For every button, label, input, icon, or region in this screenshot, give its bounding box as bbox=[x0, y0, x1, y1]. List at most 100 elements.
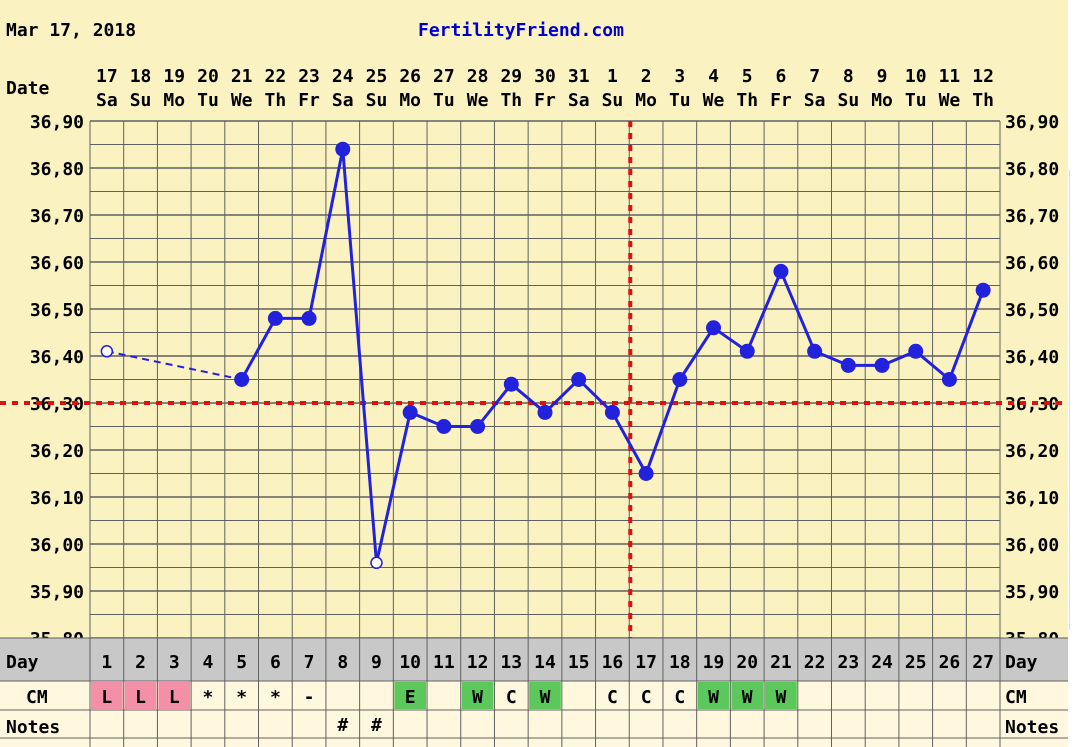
temp-point bbox=[874, 357, 890, 373]
weekday-label: Su bbox=[130, 90, 152, 111]
date-label: 10 bbox=[905, 66, 927, 87]
day-number: 19 bbox=[703, 652, 725, 673]
date-label: 6 bbox=[776, 66, 787, 87]
weekday-label: Mo bbox=[635, 90, 657, 111]
temp-line-segment bbox=[307, 148, 345, 319]
weekday-label: Th bbox=[972, 90, 994, 111]
weekday-label: Sa bbox=[96, 90, 118, 111]
temp-point bbox=[402, 404, 418, 420]
date-label: 19 bbox=[163, 66, 185, 87]
day-number: 4 bbox=[203, 652, 214, 673]
y-tick-label-left: 36,70 bbox=[30, 206, 84, 227]
day-number: 23 bbox=[837, 652, 859, 673]
cm-marker: W bbox=[776, 687, 787, 708]
site-link[interactable]: FertilityFriend.com bbox=[418, 20, 624, 41]
date-label: 7 bbox=[809, 66, 820, 87]
date-label: 18 bbox=[130, 66, 152, 87]
weekday-label: Tu bbox=[669, 90, 691, 111]
weekday-label: Th bbox=[736, 90, 758, 111]
day-number: 6 bbox=[270, 652, 281, 673]
cm-cell-fill bbox=[461, 682, 494, 709]
note-marker: # bbox=[337, 715, 348, 736]
temp-line-segment bbox=[476, 383, 513, 428]
day-number: 24 bbox=[871, 652, 893, 673]
temp-point bbox=[672, 372, 688, 387]
temp-point bbox=[537, 404, 553, 420]
temp-point bbox=[807, 343, 823, 359]
date-label: 1 bbox=[607, 66, 618, 87]
day-number: 20 bbox=[736, 652, 758, 673]
y-tick-label-left: 36,00 bbox=[30, 535, 84, 556]
temp-point bbox=[470, 419, 486, 434]
cm-row-label-left: CM bbox=[26, 687, 48, 708]
weekday-label: Th bbox=[265, 90, 287, 111]
cm-marker: C bbox=[506, 687, 517, 708]
temp-line-segment bbox=[375, 412, 412, 564]
y-tick-label-right: 36,90 bbox=[1005, 112, 1059, 133]
day-number: 2 bbox=[135, 652, 146, 673]
y-tick-label-right: 36,10 bbox=[1005, 488, 1059, 509]
temp-point bbox=[941, 372, 957, 387]
cm-marker: C bbox=[607, 687, 618, 708]
notes-row-label-right: Notes bbox=[1005, 717, 1059, 738]
y-tick-label-right: 35,90 bbox=[1005, 582, 1059, 603]
date-label: 4 bbox=[708, 66, 719, 87]
cm-marker: * bbox=[236, 687, 247, 708]
day-number: 18 bbox=[669, 652, 691, 673]
side-scrollbar[interactable] bbox=[1069, 170, 1080, 630]
cm-marker: W bbox=[742, 687, 753, 708]
temp-point bbox=[571, 372, 587, 387]
day-number: 3 bbox=[169, 652, 180, 673]
day-number: 7 bbox=[304, 652, 315, 673]
temp-point bbox=[234, 372, 250, 387]
temp-line-segment bbox=[106, 350, 242, 381]
weekday-label: Sa bbox=[804, 90, 826, 111]
cm-row-label-right: CM bbox=[1005, 687, 1027, 708]
y-tick-label-right: 36,70 bbox=[1005, 206, 1059, 227]
weekday-label: Mo bbox=[871, 90, 893, 111]
temp-point-open bbox=[100, 345, 114, 358]
date-label: 17 bbox=[96, 66, 118, 87]
day-number: 27 bbox=[972, 652, 994, 673]
temp-line-segment bbox=[678, 326, 715, 381]
temp-point bbox=[335, 141, 351, 157]
date-label: 11 bbox=[939, 66, 961, 87]
y-tick-label-left: 36,30 bbox=[30, 394, 84, 415]
cm-marker: L bbox=[101, 687, 112, 708]
day-number: 14 bbox=[534, 652, 556, 673]
day-number: 10 bbox=[399, 652, 421, 673]
cm-marker: E bbox=[405, 687, 416, 708]
cm-cell-fill bbox=[765, 682, 797, 709]
y-tick-label-right: 36,20 bbox=[1005, 441, 1059, 462]
day-band bbox=[0, 638, 1068, 681]
temp-point bbox=[436, 419, 452, 434]
cm-cell-fill bbox=[731, 682, 764, 709]
weekday-label: We bbox=[703, 90, 725, 111]
day-number: 16 bbox=[602, 652, 624, 673]
y-tick-label-left: 36,50 bbox=[30, 300, 84, 321]
date-label: 9 bbox=[877, 66, 888, 87]
cm-marker: * bbox=[270, 687, 281, 708]
temp-point bbox=[503, 376, 519, 392]
day-number: 25 bbox=[905, 652, 927, 673]
cm-cell-fill bbox=[158, 682, 191, 709]
date-label: 31 bbox=[568, 66, 590, 87]
date-row-label: Date bbox=[6, 78, 50, 99]
weekday-label: Su bbox=[837, 90, 859, 111]
date-label: 23 bbox=[298, 66, 320, 87]
day-number: 12 bbox=[467, 652, 489, 673]
temp-line-segment bbox=[577, 378, 614, 414]
y-tick-label-left: 36,60 bbox=[30, 253, 84, 274]
day-number: 17 bbox=[635, 652, 657, 673]
y-tick-label-left: 35,90 bbox=[30, 582, 84, 603]
date-label: 21 bbox=[231, 66, 253, 87]
weekday-label: Tu bbox=[197, 90, 219, 111]
day-number: 21 bbox=[770, 652, 792, 673]
temp-point bbox=[975, 282, 991, 298]
date-label: 25 bbox=[366, 66, 388, 87]
day-number: 15 bbox=[568, 652, 590, 673]
weekday-label: Su bbox=[366, 90, 388, 111]
date-label: 27 bbox=[433, 66, 455, 87]
temp-line-segment bbox=[341, 149, 378, 563]
